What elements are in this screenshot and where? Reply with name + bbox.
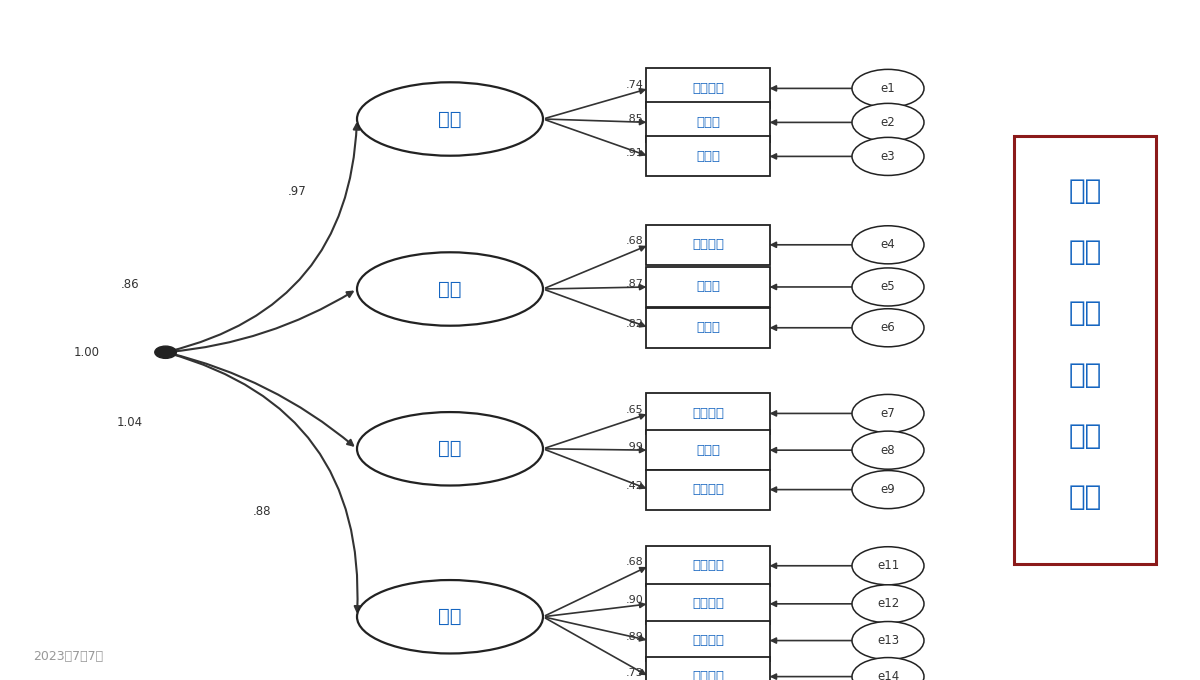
Text: 求知欲: 求知欲 xyxy=(696,321,720,335)
Text: .82: .82 xyxy=(625,320,643,329)
FancyBboxPatch shape xyxy=(646,267,770,307)
Text: 动机: 动机 xyxy=(438,279,462,299)
Ellipse shape xyxy=(358,82,542,156)
Text: e3: e3 xyxy=(881,150,895,163)
Text: .87: .87 xyxy=(625,279,643,288)
FancyBboxPatch shape xyxy=(646,307,770,348)
Text: e13: e13 xyxy=(877,634,899,647)
Text: .86: .86 xyxy=(120,277,139,291)
Text: 灵活性: 灵活性 xyxy=(696,116,720,129)
Text: 四维: 四维 xyxy=(1068,360,1102,389)
Text: 与人相处: 与人相处 xyxy=(692,483,724,496)
Text: 智力水平: 智力水平 xyxy=(692,82,724,95)
FancyBboxPatch shape xyxy=(646,657,770,680)
Text: 方法: 方法 xyxy=(438,607,462,626)
Text: e7: e7 xyxy=(881,407,895,420)
FancyBboxPatch shape xyxy=(646,469,770,510)
FancyBboxPatch shape xyxy=(646,103,770,143)
Text: 思维: 思维 xyxy=(438,109,462,129)
Text: .91: .91 xyxy=(625,148,643,158)
Ellipse shape xyxy=(852,394,924,432)
Text: e12: e12 xyxy=(877,597,899,611)
Ellipse shape xyxy=(852,137,924,175)
Ellipse shape xyxy=(852,431,924,469)
Text: 总结经验: 总结经验 xyxy=(692,634,724,647)
Text: 注重细节: 注重细节 xyxy=(692,559,724,573)
Text: e14: e14 xyxy=(877,670,899,680)
Ellipse shape xyxy=(358,252,542,326)
Ellipse shape xyxy=(852,622,924,660)
Text: .89: .89 xyxy=(625,632,643,642)
FancyBboxPatch shape xyxy=(646,430,770,471)
Text: .97: .97 xyxy=(288,185,307,199)
Ellipse shape xyxy=(852,471,924,509)
Text: 1.00: 1.00 xyxy=(73,345,100,359)
FancyBboxPatch shape xyxy=(646,136,770,176)
Text: 独立思考: 独立思考 xyxy=(692,597,724,611)
Text: .74: .74 xyxy=(625,80,643,90)
Text: 自我认识: 自我认识 xyxy=(692,407,724,420)
FancyBboxPatch shape xyxy=(646,583,770,624)
Ellipse shape xyxy=(852,658,924,680)
FancyBboxPatch shape xyxy=(646,620,770,661)
Text: 自制力: 自制力 xyxy=(696,443,720,457)
Ellipse shape xyxy=(852,585,924,623)
Text: e8: e8 xyxy=(881,443,895,457)
FancyBboxPatch shape xyxy=(646,393,770,434)
Text: e11: e11 xyxy=(877,559,899,573)
Ellipse shape xyxy=(852,309,924,347)
Text: 模型: 模型 xyxy=(1068,483,1102,511)
Text: 个性: 个性 xyxy=(438,439,462,458)
Text: .73: .73 xyxy=(625,668,643,678)
Text: e9: e9 xyxy=(881,483,895,496)
Ellipse shape xyxy=(852,268,924,306)
Text: .42: .42 xyxy=(625,481,643,491)
Text: e5: e5 xyxy=(881,280,895,294)
Text: e6: e6 xyxy=(881,321,895,335)
Text: 2023年7月7日: 2023年7月7日 xyxy=(34,650,103,663)
Text: 学习目标: 学习目标 xyxy=(692,238,724,252)
Text: 成就感: 成就感 xyxy=(696,280,720,294)
Ellipse shape xyxy=(852,226,924,264)
Text: .65: .65 xyxy=(625,405,643,415)
Text: e2: e2 xyxy=(881,116,895,129)
Ellipse shape xyxy=(852,103,924,141)
Text: .68: .68 xyxy=(625,558,643,567)
FancyBboxPatch shape xyxy=(646,545,770,585)
FancyBboxPatch shape xyxy=(1014,136,1156,564)
Text: .90: .90 xyxy=(625,596,643,605)
Text: 生特: 生特 xyxy=(1068,238,1102,267)
Text: e1: e1 xyxy=(881,82,895,95)
Text: 备考方法: 备考方法 xyxy=(692,670,724,680)
FancyBboxPatch shape xyxy=(646,69,770,109)
Ellipse shape xyxy=(358,580,542,653)
Text: .88: .88 xyxy=(252,505,271,518)
Circle shape xyxy=(155,346,176,358)
Text: e4: e4 xyxy=(881,238,895,252)
Text: 征的: 征的 xyxy=(1068,299,1102,328)
Text: 特优: 特优 xyxy=(1068,177,1102,205)
Text: 1.04: 1.04 xyxy=(116,416,143,430)
Text: .68: .68 xyxy=(625,237,643,246)
Text: 逻辑性: 逻辑性 xyxy=(696,150,720,163)
Text: 结构: 结构 xyxy=(1068,422,1102,450)
Text: .85: .85 xyxy=(625,114,643,124)
Text: .99: .99 xyxy=(625,442,643,452)
Ellipse shape xyxy=(852,547,924,585)
FancyBboxPatch shape xyxy=(646,224,770,265)
Ellipse shape xyxy=(852,69,924,107)
Ellipse shape xyxy=(358,412,542,486)
